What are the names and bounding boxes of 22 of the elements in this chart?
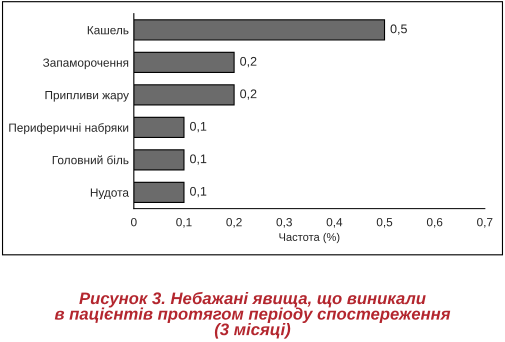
x-tick-label: 0,3 — [276, 218, 292, 228]
y-tick-label: Запаморочення — [43, 58, 128, 70]
data-label: 0,2 — [240, 89, 256, 100]
x-axis-title: Частота (%) — [279, 232, 340, 244]
x-tick-label: 0,5 — [376, 218, 392, 228]
x-tick-label: 0,2 — [226, 218, 242, 228]
y-tick-label: Периферичні набряки — [9, 123, 128, 134]
x-tick-label: 0,4 — [326, 218, 342, 228]
y-tick-label: Кашель — [88, 26, 128, 34]
text: Рисунок 3. Небажані явища, що виникали в пацієнтів протягом періоду спостереження (3 місяці) — [54, 292, 450, 339]
y-tick-label: Нудота — [90, 188, 129, 200]
x-tick-label: 0,7 — [477, 218, 492, 228]
y-tick-label: Припливи жару — [45, 91, 129, 102]
data-label: 0,1 — [190, 122, 206, 132]
x-tick-label: 0,1 — [176, 218, 192, 228]
data-label: 0,1 — [190, 186, 206, 198]
y-tick-label: Головний біль — [52, 155, 128, 164]
x-tick-label: 0 — [131, 218, 137, 226]
data-label: 0,1 — [190, 154, 206, 165]
x-tick-label: 0,6 — [426, 218, 442, 228]
data-label: 0,2 — [240, 56, 256, 68]
data-label: 0,5 — [390, 24, 407, 35]
